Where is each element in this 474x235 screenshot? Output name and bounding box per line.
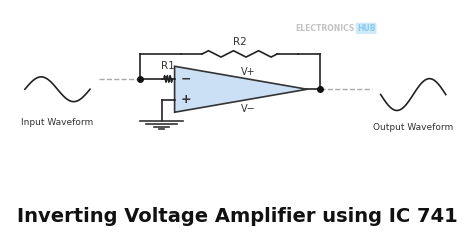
Text: Output Waveform: Output Waveform — [373, 123, 453, 132]
Polygon shape — [174, 66, 307, 112]
Text: Inverting Voltage Amplifier using IC 741: Inverting Voltage Amplifier using IC 741 — [17, 207, 457, 226]
Text: +: + — [181, 93, 191, 106]
Text: V+: V+ — [241, 67, 255, 77]
Text: Input Waveform: Input Waveform — [21, 118, 93, 127]
Text: HUB: HUB — [357, 24, 375, 33]
Text: R1: R1 — [161, 61, 175, 71]
Text: V−: V− — [241, 104, 256, 114]
Text: ELECTRONICS: ELECTRONICS — [295, 24, 355, 33]
Text: R2: R2 — [233, 37, 246, 47]
Text: −: − — [181, 72, 191, 85]
